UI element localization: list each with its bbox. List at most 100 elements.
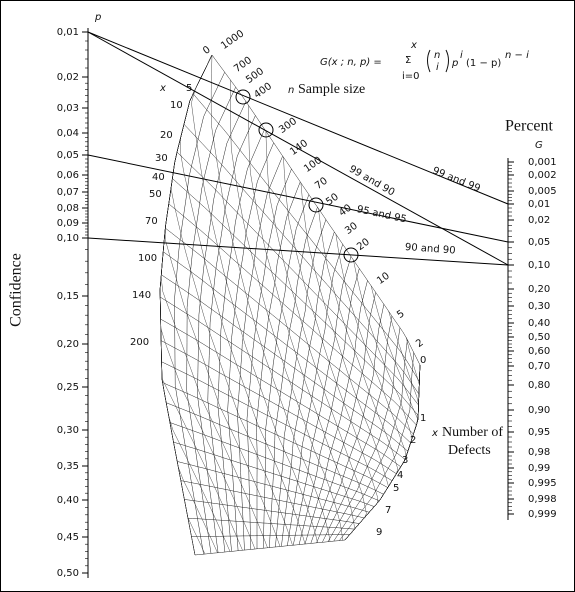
- mesh-line: [256, 181, 301, 549]
- left-tick-label: 0,07: [57, 187, 79, 198]
- line-label: 90 and 90: [405, 242, 456, 257]
- mesh-line: [192, 93, 420, 382]
- left-tick-label: 0,04: [57, 128, 79, 139]
- left-tick-label: 0,08: [57, 203, 79, 214]
- mesh-line: [230, 80, 343, 541]
- right-tick-label: 0,002: [528, 170, 557, 181]
- left-axis-symbol: p: [94, 12, 101, 23]
- right-tick-label: 0,20: [528, 284, 550, 295]
- sample-size-symbol: n: [288, 85, 294, 96]
- right-tick-label: 0,80: [528, 380, 550, 391]
- left-tick-label: 0,30: [57, 425, 79, 436]
- mesh-line: [248, 105, 355, 541]
- mesh-line: [316, 304, 385, 543]
- defects-left-tick: 20: [160, 130, 173, 141]
- right-tick-label: 0,99: [528, 463, 550, 474]
- mesh-line: [184, 499, 360, 524]
- defects-label: Number of: [442, 425, 503, 440]
- mesh-line: [160, 318, 401, 468]
- defects-right-tick: 9: [376, 527, 382, 538]
- mesh: [159, 54, 421, 556]
- confidence-line: [87, 31, 509, 205]
- mesh-line: [161, 274, 408, 452]
- sample-size-label: Sample size: [298, 82, 365, 97]
- formula: n − i: [505, 50, 529, 61]
- formula: i: [460, 50, 463, 61]
- formula: i: [436, 62, 439, 73]
- right-tick-label: 0,90: [528, 405, 550, 416]
- formula: Σ: [405, 55, 411, 66]
- confidence-line: [87, 154, 509, 243]
- left-tick-label: 0,10: [57, 233, 79, 244]
- mesh-line: [246, 168, 292, 550]
- defects-left-tick: 100: [138, 253, 157, 264]
- sample-size-tick: 2: [414, 337, 426, 350]
- mesh-line: [176, 151, 419, 406]
- confidence-line: [87, 31, 509, 266]
- left-tick-label: 0,06: [57, 170, 79, 181]
- mesh-line: [287, 244, 343, 546]
- left-tick-label: 0,20: [57, 339, 79, 350]
- mesh-line: [298, 268, 360, 545]
- mesh-line: [166, 402, 384, 495]
- confidence-line: [87, 237, 509, 266]
- defects-right-tick: 3: [402, 455, 408, 466]
- left-tick-label: 0,09: [57, 218, 79, 229]
- mesh-line: [217, 129, 265, 552]
- intersection-circle: [343, 247, 359, 263]
- right-tick-label: 0,40: [528, 318, 550, 329]
- left-tick-label: 0,45: [57, 532, 79, 543]
- mesh-line: [344, 364, 421, 541]
- defects-right-tick: 0: [420, 355, 426, 366]
- mesh-line: [177, 461, 370, 513]
- mesh-line: [197, 101, 247, 553]
- mesh-line: [163, 251, 411, 443]
- formula: p: [451, 58, 458, 69]
- mesh-line: [183, 124, 420, 395]
- content: 0,01 0,02 0,03 0,04 0,05 0,06 0,07 0,08 0,09 0,10…: [8, 12, 557, 579]
- left-tick-label: 0,25: [57, 382, 79, 393]
- right-tick-label: 0,70: [528, 361, 550, 372]
- right-tick-label: 0,60: [528, 346, 550, 357]
- right-tick-label: 0,999: [528, 509, 557, 520]
- formula: n: [434, 50, 440, 61]
- mesh-line: [174, 72, 225, 555]
- right-tick-label: 0,998: [528, 494, 557, 505]
- mesh-line: [327, 327, 401, 542]
- right-tick-label: 0,02: [528, 215, 550, 226]
- defects-right-tick: 2: [410, 435, 416, 446]
- mesh-line: [172, 178, 419, 416]
- mesh-line: [180, 54, 306, 545]
- right-tick-label: 0,05: [528, 237, 550, 248]
- mesh-line: [269, 207, 318, 548]
- mesh-line: [310, 292, 376, 544]
- right-tick-label: 0,30: [528, 301, 550, 312]
- mesh-line: [168, 203, 417, 426]
- right-tick-label: 0,005: [528, 186, 557, 197]
- formula: G(x ; n, p) =: [320, 57, 382, 68]
- defects-right-tick: 7: [385, 505, 391, 516]
- defects-symbol: x: [431, 428, 438, 439]
- left-tick-label: 0,15: [57, 291, 79, 302]
- mesh-line: [265, 131, 367, 541]
- right-axis-symbol: G: [535, 140, 543, 151]
- right-tick-label: 0,01: [528, 199, 550, 210]
- mesh-line: [275, 219, 327, 548]
- left-axis-title: Confidence: [8, 253, 25, 327]
- mesh-line: [165, 227, 414, 435]
- sample-size-tick: 0: [201, 44, 213, 57]
- defects-left-tick: 10: [170, 100, 183, 111]
- defects-label: Defects: [448, 443, 491, 458]
- mesh-line: [160, 340, 397, 475]
- defects-right-tick: 1: [420, 413, 426, 424]
- defects-left-tick: 30: [155, 153, 168, 164]
- intersection-circle: [308, 197, 324, 213]
- mesh-line: [161, 361, 393, 481]
- defects-right-tick: 4: [397, 470, 403, 481]
- formula: x: [410, 40, 417, 51]
- mesh-line: [186, 86, 236, 554]
- left-tick-label: 0,35: [57, 461, 79, 472]
- right-tick-label: 0,95: [528, 427, 550, 438]
- mesh-line: [293, 256, 352, 546]
